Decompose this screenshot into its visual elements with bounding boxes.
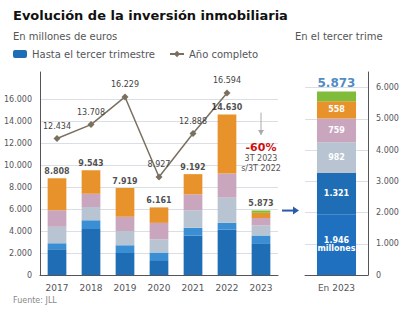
svg-text:8.927: 8.927 [148,160,171,169]
svg-text:982: 982 [328,153,345,162]
svg-text:2021: 2021 [182,283,205,293]
svg-text:En millones de euros: En millones de euros [13,31,117,42]
svg-text:millones: millones [318,244,356,253]
svg-text:12.888: 12.888 [179,117,207,126]
svg-text:7.919: 7.919 [112,177,138,186]
svg-text:2022: 2022 [216,283,239,293]
svg-text:5.000: 5.000 [376,114,399,123]
svg-text:En 2023: En 2023 [318,283,355,293]
svg-text:2017: 2017 [46,283,69,293]
svg-text:2018: 2018 [80,283,103,293]
svg-text:5.873: 5.873 [318,76,356,90]
svg-text:558: 558 [328,105,345,114]
svg-text:-60%: -60% [246,141,277,154]
svg-text:1.000: 1.000 [376,239,399,248]
svg-text:16.229: 16.229 [111,80,139,89]
svg-text:4.000: 4.000 [9,227,32,236]
svg-text:6.000: 6.000 [376,83,399,92]
svg-text:2023: 2023 [250,283,273,293]
svg-text:9.192: 9.192 [180,163,205,172]
svg-text:Año completo: Año completo [189,49,258,60]
svg-text:8.000: 8.000 [9,183,32,192]
svg-text:2019: 2019 [114,283,137,293]
svg-text:2.000: 2.000 [9,249,32,258]
svg-text:14.630: 14.630 [212,103,243,112]
svg-text:10.000: 10.000 [4,161,32,170]
svg-text:6.000: 6.000 [9,205,32,214]
svg-text:13.708: 13.708 [77,108,105,117]
svg-text:0: 0 [27,271,32,280]
svg-text:16.000: 16.000 [4,95,32,104]
svg-text:8.808: 8.808 [44,167,70,176]
svg-text:3T 2023: 3T 2023 [245,154,278,163]
svg-text:s/3T 2022: s/3T 2022 [241,164,281,173]
svg-text:12.000: 12.000 [4,139,32,148]
svg-text:5.873: 5.873 [248,199,273,208]
svg-text:4.000: 4.000 [376,146,399,155]
svg-text:1.321: 1.321 [324,189,350,198]
svg-text:0: 0 [376,271,381,280]
svg-text:759: 759 [328,126,345,135]
svg-text:Hasta el tercer trimestre: Hasta el tercer trimestre [32,49,155,60]
svg-text:1.946: 1.946 [323,236,350,246]
svg-text:En el tercer trime: En el tercer trime [295,31,383,42]
svg-text:Fuente: JLL: Fuente: JLL [13,296,57,305]
svg-text:6.161: 6.161 [146,196,172,205]
svg-text:2020: 2020 [148,283,171,293]
svg-text:9.543: 9.543 [78,159,103,168]
svg-text:14.000: 14.000 [4,117,32,126]
svg-text:12.434: 12.434 [43,122,71,131]
svg-text:Evolución de la inversión inmo: Evolución de la inversión inmobiliaria [13,8,288,23]
svg-text:16.594: 16.594 [213,76,241,85]
svg-text:3.000: 3.000 [376,177,399,186]
svg-text:2.000: 2.000 [376,208,399,217]
